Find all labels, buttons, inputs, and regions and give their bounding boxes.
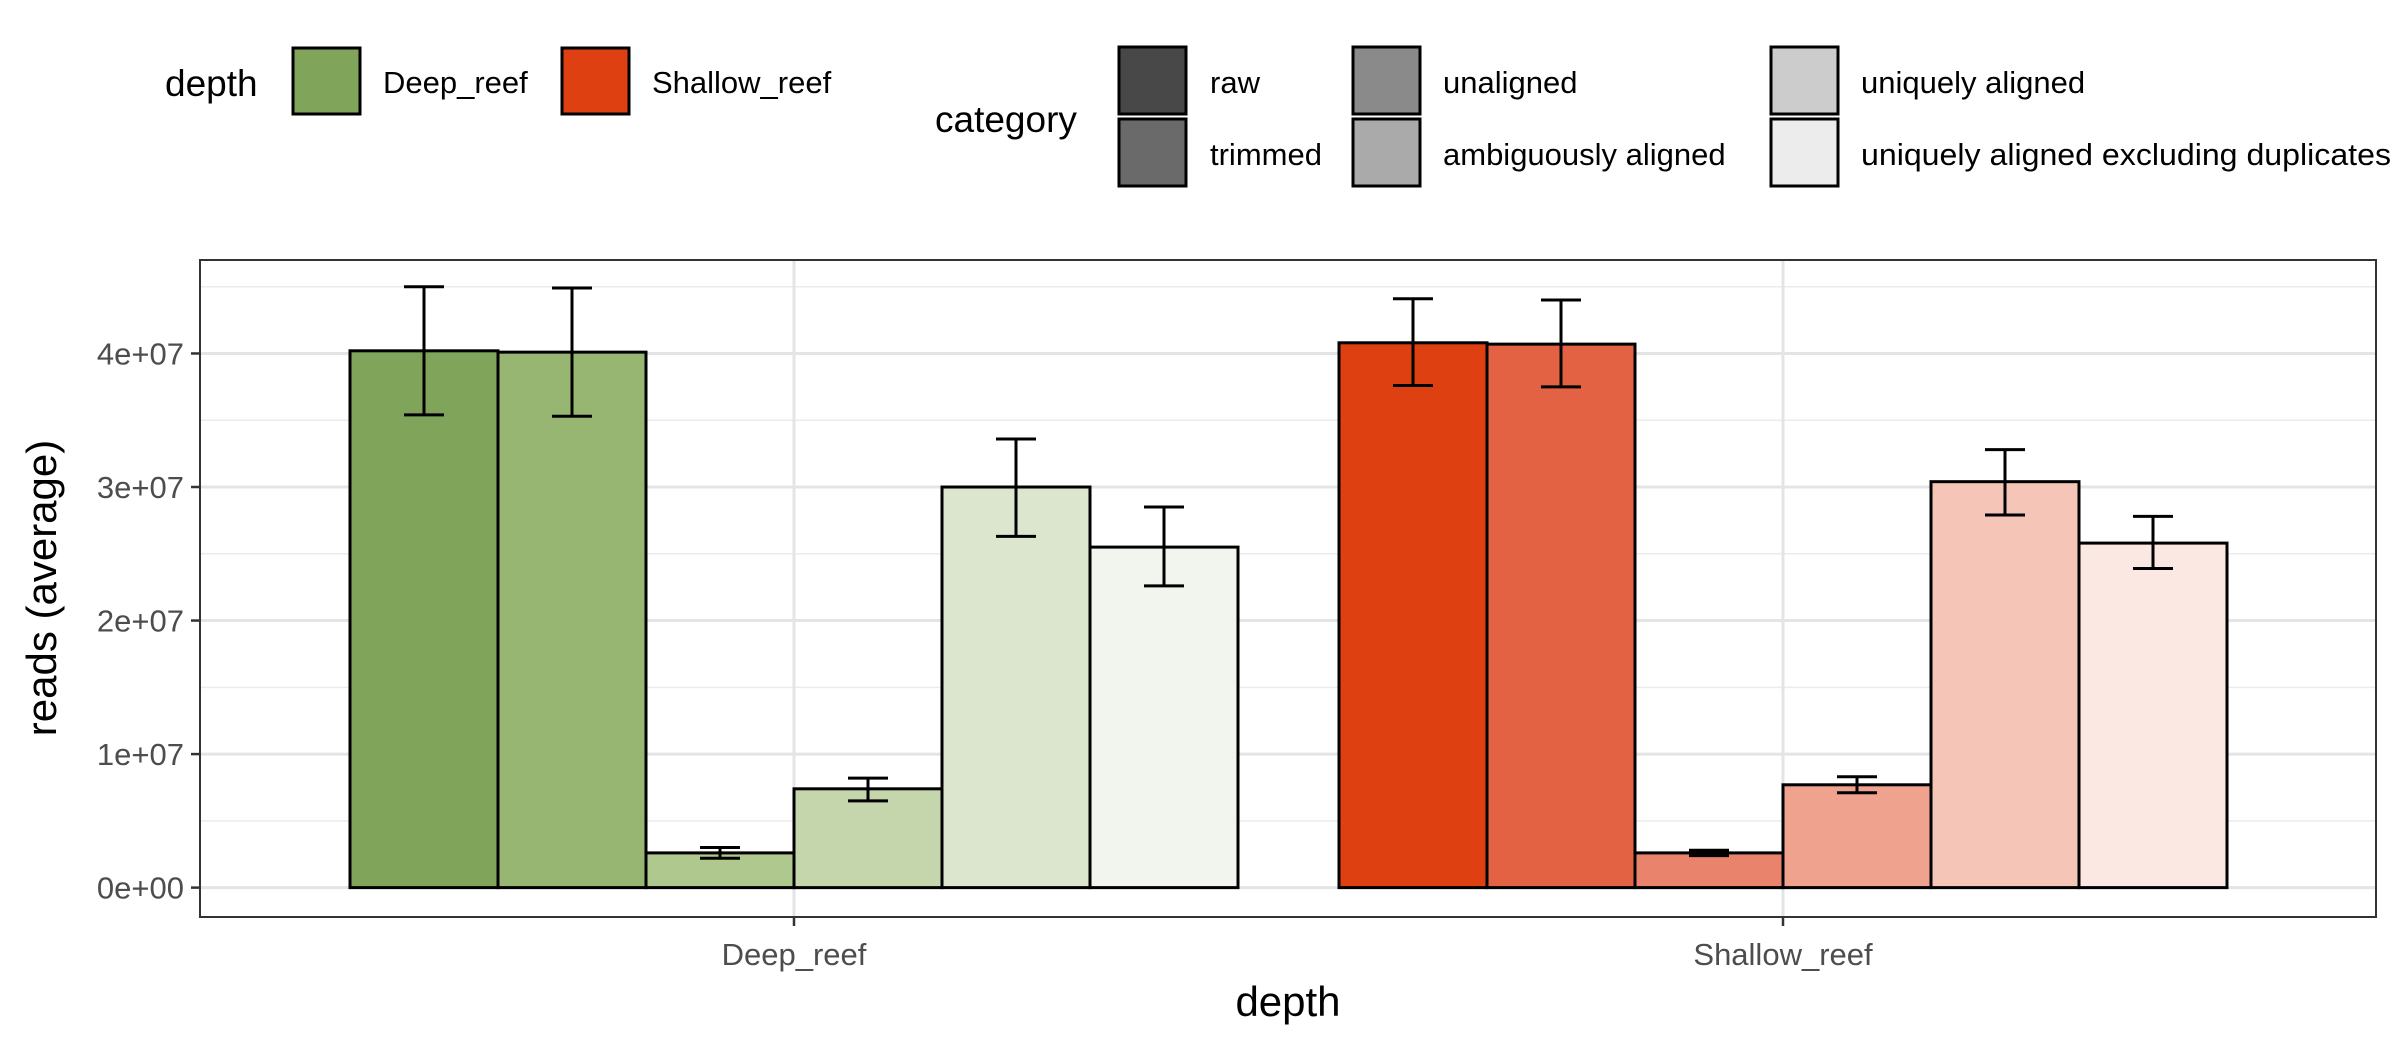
bar-shallow-reef-trimmed (1485, 342, 1637, 890)
legend-key-raw (1117, 45, 1188, 116)
y-tick-label: 3e+07 (97, 470, 184, 505)
legend-label-trimmed: trimmed (1210, 137, 1322, 172)
legend-key-uniquely-aligned (1769, 45, 1840, 116)
legend-label-raw: raw (1210, 65, 1261, 100)
legend-depth: depth Deep_reef Shallow_reef (165, 46, 832, 116)
bar-shallow-reef-unaligned (1633, 851, 1785, 890)
legend-depth-title: depth (165, 63, 258, 104)
legend-key-ambiguously-aligned (1351, 117, 1422, 188)
bar-deep-reef-uniquely-aligned (940, 485, 1092, 890)
bar-deep-reef-raw (348, 349, 500, 890)
bar-deep-reef-uniquely-aligned-excluding-duplicates (1088, 545, 1240, 890)
error-bar-deep-reef-uniquely-aligned (996, 437, 1036, 538)
error-bar-shallow-reef-trimmed (1541, 298, 1581, 389)
legend-key-shallow-reef (560, 46, 631, 116)
y-axis: 0e+00 1e+07 2e+07 3e+07 4e+07 (97, 336, 200, 906)
bar-shallow-reef-uniquely-aligned-excluding-duplicates (2077, 541, 2229, 890)
error-bar-shallow-reef-ambiguously-aligned (1837, 775, 1877, 795)
legend-label-uniquely-aligned-excluding-duplicates: uniquely aligned excluding duplicates (1861, 137, 2391, 172)
bar-deep-reef-ambiguously-aligned (792, 787, 944, 890)
error-bar-deep-reef-unaligned (700, 846, 740, 860)
error-bar-shallow-reef-uniquely-aligned (1985, 448, 2025, 517)
legend-key-uniquely-aligned-excluding-duplicates (1769, 117, 1840, 188)
legend-category: category raw trimmed unaligned ambiguous… (935, 45, 2391, 188)
error-bars (404, 285, 2173, 860)
y-tick-label: 4e+07 (97, 336, 184, 371)
legend-label-deep-reef: Deep_reef (383, 65, 528, 100)
x-tick-label-deep-reef: Deep_reef (722, 937, 867, 972)
error-bar-deep-reef-ambiguously-aligned (848, 776, 888, 803)
y-tick-label: 2e+07 (97, 604, 184, 639)
error-bar-shallow-reef-uniquely-aligned-excluding-duplicates (2133, 514, 2173, 570)
error-bar-shallow-reef-unaligned (1689, 848, 1729, 858)
x-axis: Deep_reef Shallow_reef (722, 917, 1873, 972)
x-axis-title: depth (1235, 978, 1340, 1025)
legend-key-unaligned (1351, 45, 1422, 116)
legend-label-unaligned: unaligned (1443, 65, 1577, 100)
bar-shallow-reef-raw (1337, 341, 1489, 890)
legend-label-shallow-reef: Shallow_reef (652, 65, 832, 100)
x-tick-label-shallow-reef: Shallow_reef (1693, 937, 1873, 972)
legend-category-title: category (935, 99, 1077, 140)
plot-panel-border (199, 259, 2377, 918)
y-tick-label: 0e+00 (97, 871, 184, 906)
legend-key-trimmed (1117, 117, 1188, 188)
error-bar-deep-reef-raw (404, 285, 444, 417)
error-bar-shallow-reef-raw (1393, 297, 1433, 388)
y-tick-label: 1e+07 (97, 737, 184, 772)
legend-label-ambiguously-aligned: ambiguously aligned (1443, 137, 1726, 172)
bars (348, 341, 2229, 890)
error-bar-deep-reef-trimmed (552, 286, 592, 418)
bar-deep-reef-trimmed (496, 350, 648, 890)
legend-key-deep-reef (291, 46, 362, 116)
bar-shallow-reef-ambiguously-aligned (1781, 783, 1933, 890)
bar-shallow-reef-uniquely-aligned (1929, 480, 2081, 890)
y-axis-title: reads (average) (18, 440, 65, 736)
legend-label-uniquely-aligned: uniquely aligned (1861, 65, 2085, 100)
error-bar-deep-reef-uniquely-aligned-excluding-duplicates (1144, 505, 1184, 588)
